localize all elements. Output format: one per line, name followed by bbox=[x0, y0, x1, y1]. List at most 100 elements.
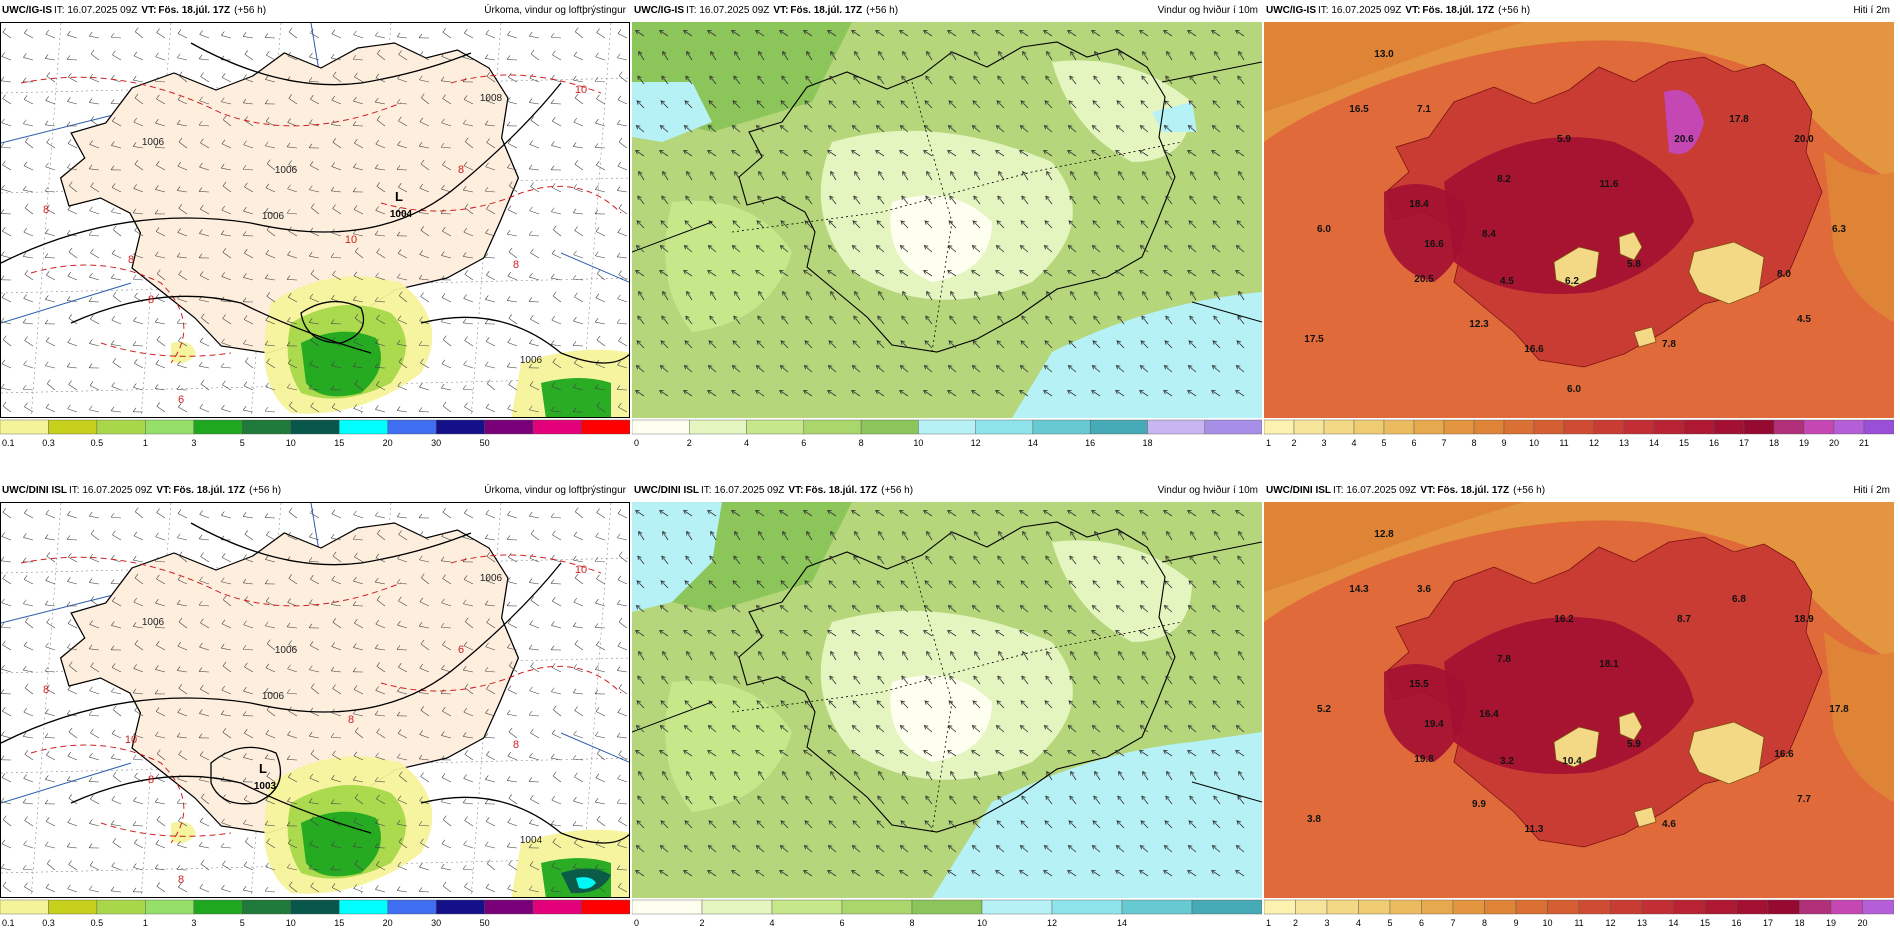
colorbar-tick-label: 0.3 bbox=[42, 918, 55, 928]
colorbar-tick-label: 5 bbox=[240, 918, 245, 928]
temperature-value-label: 20.0 bbox=[1794, 134, 1814, 145]
colorbar-swatch bbox=[290, 899, 340, 915]
temperature-value-label: 16.5 bbox=[1349, 104, 1369, 115]
iceland-land bbox=[59, 42, 520, 354]
colorbar-tick-label: 5 bbox=[1381, 438, 1386, 448]
colorbar-swatch bbox=[145, 899, 195, 915]
temperature-value-label: 7.1 bbox=[1417, 104, 1431, 115]
wind-gust-map[interactable] bbox=[632, 22, 1262, 418]
model-name: UWC/DINI ISL bbox=[2, 485, 67, 496]
precip-pressure-map[interactable]: L 1004 1006 1006 1006 1008 1006 10 8 10 8 8 6 8 8 bbox=[0, 22, 630, 418]
colorbar-tick-label: 13 bbox=[1637, 918, 1647, 928]
colorbar-tick-label: 5 bbox=[240, 438, 245, 448]
colorbar-tick-label: 14 bbox=[1668, 918, 1678, 928]
colorbar-swatch bbox=[96, 419, 146, 435]
colorbar-tick-label: 8 bbox=[909, 918, 914, 928]
colorbar-tick-label: 9 bbox=[1501, 438, 1506, 448]
temperature-map[interactable]: 12.8 14.3 3.6 16.2 8.7 6.8 18.9 7.8 18.1 19.4 17.8… bbox=[1264, 502, 1894, 898]
colorbar-swatch bbox=[1833, 419, 1865, 435]
colorbar-swatch bbox=[48, 419, 98, 435]
colorbar-tick-label: 16 bbox=[1085, 438, 1095, 448]
init-time: IT: 16.07.2025 09Z bbox=[686, 5, 770, 16]
init-time: IT: 16.07.2025 09Z bbox=[1318, 5, 1402, 16]
valid-time: Fös. 18.júl. 17Z bbox=[173, 485, 246, 496]
colorbar-swatch bbox=[193, 419, 243, 435]
temperature-value-label: 20.5 bbox=[1414, 274, 1434, 285]
colorbar-swatch bbox=[975, 419, 1034, 435]
valid-time: Fös. 18.júl. 17Z bbox=[1437, 485, 1510, 496]
temperature-value-label: 7.8 bbox=[1497, 654, 1511, 665]
colorbar-tick-label: 20 bbox=[1829, 438, 1839, 448]
colorbar-swatch bbox=[1863, 419, 1894, 435]
temperature-contour-label: 10 bbox=[575, 84, 587, 96]
colorbar-swatch bbox=[1673, 899, 1706, 915]
temperature-value-label: 12.3 bbox=[1469, 319, 1489, 330]
colorbar-swatch bbox=[1593, 419, 1625, 435]
colorbar-swatch bbox=[1862, 899, 1894, 915]
colorbar: 1 2 3 4 5 6 7 8 9 10 11 12 13 14 15 16 17 18 19 20 bbox=[1264, 898, 1894, 930]
colorbar-tick-label: 13 bbox=[1619, 438, 1629, 448]
init-time: IT: 16.07.2025 09Z bbox=[701, 485, 785, 496]
low-pressure-marker: L bbox=[259, 761, 267, 776]
panel-header: UWC/IG-IS IT: 16.07.2025 09Z VT: Fös. 18.jú… bbox=[632, 0, 1262, 22]
temperature-value-label: 17.8 bbox=[1829, 704, 1849, 715]
product-title: Hiti í 2m bbox=[1853, 485, 1890, 496]
temperature-contour-label: 8 bbox=[148, 774, 154, 786]
colorbar-swatch bbox=[48, 899, 98, 915]
colorbar-tick-label: 0 bbox=[634, 438, 639, 448]
colorbar-tick-label: 17 bbox=[1763, 918, 1773, 928]
colorbar-swatch bbox=[339, 419, 388, 435]
colorbar-tick-label: 6 bbox=[839, 918, 844, 928]
colorbar-swatch bbox=[1683, 419, 1715, 435]
colorbar: 0 2 4 6 8 10 12 14 bbox=[632, 898, 1262, 930]
panel-header: UWC/DINI ISL IT: 16.07.2025 09Z VT: Fös. 18… bbox=[1264, 480, 1894, 502]
colorbar-tick-label: 3 bbox=[1324, 918, 1329, 928]
isobar-label: 1006 bbox=[480, 573, 503, 584]
colorbar-tick-label: 17 bbox=[1739, 438, 1749, 448]
low-pressure-marker: L bbox=[395, 189, 403, 204]
colorbar-tick-label: 3 bbox=[191, 438, 196, 448]
colorbar-swatch bbox=[96, 899, 146, 915]
temperature-value-label: 19.8 bbox=[1414, 754, 1434, 765]
temperature-value-label: 11.3 bbox=[1525, 824, 1544, 835]
panel-header: UWC/DINI ISL IT: 16.07.2025 09Z VT: Fös. 18… bbox=[632, 480, 1262, 502]
colorbar-swatch bbox=[1121, 899, 1193, 915]
temperature-value-label: 5.2 bbox=[1317, 704, 1331, 715]
model-name: UWC/DINI ISL bbox=[634, 485, 699, 496]
colorbar-tick-label: 0.1 bbox=[2, 438, 15, 448]
temperature-contour-label: 8 bbox=[128, 254, 134, 266]
colorbar-tick-label: 0.5 bbox=[91, 438, 104, 448]
colorbar-swatch bbox=[1051, 899, 1123, 915]
colorbar-tick-label: 3 bbox=[1321, 438, 1326, 448]
colorbar: 0 2 4 6 8 10 12 14 16 18 bbox=[632, 418, 1262, 450]
colorbar-tick-label: 3 bbox=[191, 918, 196, 928]
temperature-value-label: 16.6 bbox=[1424, 239, 1444, 250]
colorbar-swatch bbox=[1773, 419, 1805, 435]
temperature-value-label: 15.5 bbox=[1409, 679, 1429, 690]
colorbar-tick-label: 8 bbox=[859, 438, 864, 448]
colorbar-swatch bbox=[1353, 419, 1385, 435]
colorbar-swatch bbox=[1799, 899, 1832, 915]
temperature-contour-label: 10 bbox=[345, 234, 357, 246]
colorbar-swatch bbox=[1293, 419, 1325, 435]
colorbar-tick-label: 6 bbox=[1419, 918, 1424, 928]
colorbar-tick-label: 12 bbox=[1589, 438, 1599, 448]
valid-time-label: VT: bbox=[1405, 5, 1421, 16]
colorbar-tick-label: 15 bbox=[334, 918, 344, 928]
colorbar-tick-label: 8 bbox=[1471, 438, 1476, 448]
wind-gust-map[interactable] bbox=[632, 502, 1262, 898]
valid-time-label: VT: bbox=[1420, 485, 1436, 496]
temperature-map[interactable]: 13.0 16.5 7.1 5.9 20.6 17.8 20.0 8.2 11.6 16.6 6.3… bbox=[1264, 22, 1894, 418]
colorbar-swatch bbox=[1623, 419, 1655, 435]
colorbar-tick-label: 11 bbox=[1559, 438, 1568, 448]
temperature-value-label: 5.9 bbox=[1627, 739, 1641, 750]
temperature-contour-label: 6 bbox=[458, 644, 464, 656]
lead-time: (+56 h) bbox=[881, 485, 914, 496]
temperature-value-label: 20.6 bbox=[1674, 134, 1694, 145]
colorbar-tick-label: 7 bbox=[1441, 438, 1446, 448]
colorbar-svg: 0 2 4 6 8 10 12 14 bbox=[632, 899, 1262, 928]
colorbar-swatch bbox=[1653, 419, 1685, 435]
temperature-value-label: 5.9 bbox=[1557, 134, 1571, 145]
panel-precip-dini: UWC/DINI ISL IT: 16.07.2025 09Z VT: Fös. 18… bbox=[0, 480, 630, 930]
precip-pressure-map[interactable]: L 1003 1006 1006 1006 1006 1004 10 10 8 8 8 8 6 8 bbox=[0, 502, 630, 898]
